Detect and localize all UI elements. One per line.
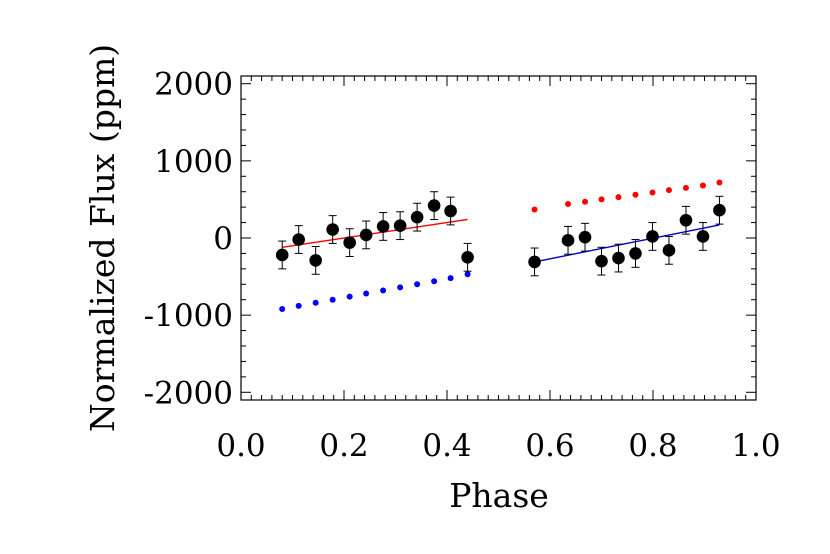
- data-point: [696, 230, 710, 243]
- data-point: [461, 250, 474, 264]
- model-dot: [665, 187, 672, 194]
- x-tick-label: 0.6: [525, 428, 574, 464]
- data-point: [662, 244, 676, 257]
- data-point: [528, 255, 541, 269]
- model-dot: [329, 296, 336, 303]
- data-point: [393, 219, 407, 232]
- data-point: [679, 213, 693, 227]
- model-dot: [464, 271, 471, 278]
- y-tick-labels: 2000 1000 0 -1000 -2000: [144, 67, 233, 412]
- data-point: [292, 233, 305, 246]
- model-dot: [380, 287, 387, 294]
- data-point: [359, 228, 373, 242]
- model-dot: [598, 196, 605, 203]
- x-tick-labels: 0.0 0.2 0.4 0.6 0.8 1.0: [216, 428, 780, 464]
- model-dot: [615, 194, 622, 201]
- data-point: [612, 251, 625, 265]
- y-tick-label: 2000: [154, 67, 233, 103]
- model-dot: [682, 184, 689, 191]
- model-dot: [312, 299, 319, 306]
- model-dot: [397, 284, 404, 291]
- fit-lines: [282, 218, 720, 263]
- data-point: [713, 203, 726, 217]
- data-point: [561, 234, 575, 247]
- data-point: [275, 248, 289, 262]
- model-dot: [699, 182, 706, 189]
- data-point: [376, 220, 390, 233]
- x-tick-label: 0.8: [628, 428, 677, 464]
- model-dot: [582, 198, 589, 205]
- y-tick-label: -1000: [144, 298, 233, 334]
- model-dot: [565, 201, 572, 208]
- model-dots: [279, 179, 723, 312]
- axis-ticks: [240, 76, 757, 400]
- data-point: [343, 236, 356, 249]
- model-dot: [279, 305, 286, 312]
- data-point: [646, 230, 659, 243]
- x-tick-label: 0.0: [216, 428, 265, 464]
- data-point: [427, 199, 441, 212]
- model-dot: [346, 293, 353, 300]
- model-dot: [414, 281, 421, 288]
- data-point: [629, 247, 642, 260]
- data-point: [326, 223, 339, 236]
- y-tick-label: -2000: [144, 375, 233, 411]
- x-tick-label: 0.2: [319, 428, 368, 464]
- data-point: [444, 204, 457, 218]
- x-axis-title: Phase: [449, 476, 549, 515]
- data-points: [275, 191, 726, 277]
- fit-line: [282, 218, 468, 248]
- model-dot: [531, 206, 538, 213]
- data-point: [309, 254, 322, 267]
- model-dot: [431, 278, 438, 285]
- data-point: [578, 230, 592, 244]
- model-dot: [716, 179, 723, 186]
- x-tick-label: 0.4: [422, 428, 471, 464]
- fit-line: [534, 224, 720, 263]
- data-point: [410, 210, 424, 224]
- plot-frame: [240, 75, 757, 401]
- model-dot: [363, 290, 370, 297]
- y-tick-label: 0: [213, 221, 233, 257]
- model-dot: [447, 275, 454, 282]
- x-tick-label: 1.0: [731, 428, 780, 464]
- model-dot: [295, 302, 302, 309]
- model-dot: [632, 191, 639, 198]
- y-axis-title: Normalized Flux (ppm): [83, 44, 122, 432]
- data-point: [595, 254, 608, 268]
- y-tick-label: 1000: [154, 144, 233, 180]
- model-dot: [649, 189, 656, 196]
